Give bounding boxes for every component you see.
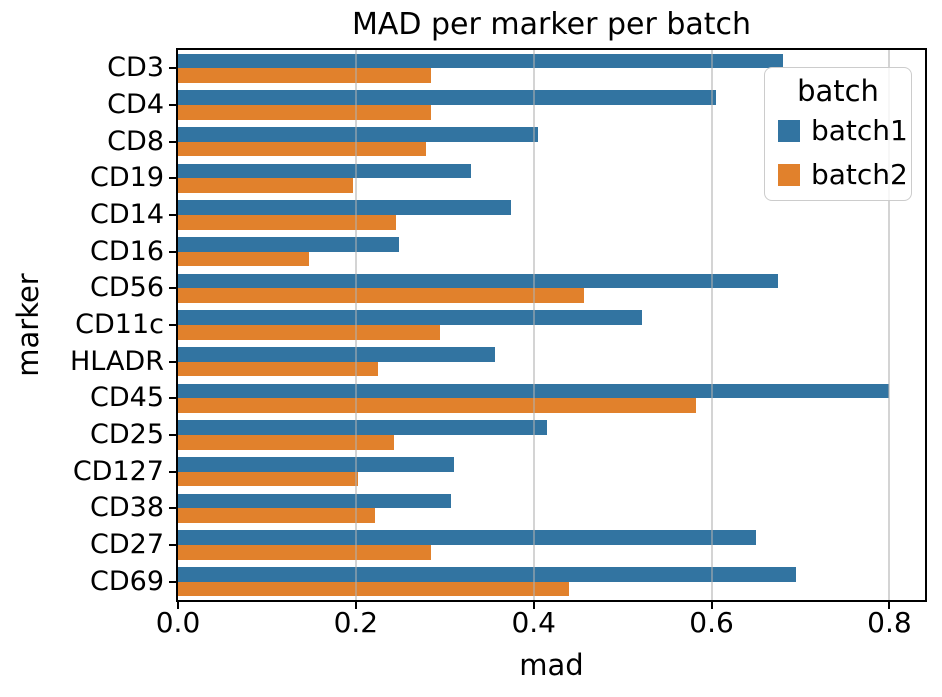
x-tick-label-0.6: 0.6 xyxy=(689,606,734,639)
bar-batch1-CD25 xyxy=(178,420,548,435)
bar-batch2-CD3 xyxy=(178,68,432,83)
y-tick-CD38 xyxy=(169,507,178,510)
legend-label-batch1: batch1 xyxy=(811,114,908,147)
bar-batch1-CD11c xyxy=(178,310,643,325)
x-tick-0.0 xyxy=(177,600,179,609)
legend-swatch-batch1 xyxy=(778,120,800,142)
legend-entry-batch2: batch2 xyxy=(765,153,911,197)
gridline-x-0.6 xyxy=(710,50,713,600)
bar-batch2-CD19 xyxy=(178,178,354,193)
bar-batch2-HLADR xyxy=(178,361,379,377)
bar-batch2-CD38 xyxy=(178,508,375,523)
y-tick-label-CD14: CD14 xyxy=(90,199,164,230)
y-tick-label-CD19: CD19 xyxy=(90,162,164,194)
bar-batch2-CD69 xyxy=(178,581,570,597)
y-tick-CD25 xyxy=(169,434,178,436)
y-tick-label-CD3: CD3 xyxy=(107,52,164,84)
y-tick-label-CD38: CD38 xyxy=(90,492,164,524)
legend-swatch-batch2 xyxy=(778,164,800,186)
bar-batch1-CD16 xyxy=(178,237,399,252)
legend-box: batch batch1 batch2 xyxy=(764,67,912,201)
bar-batch1-CD38 xyxy=(178,493,451,509)
bar-batch2-CD45 xyxy=(178,398,696,413)
bar-batch2-CD27 xyxy=(178,545,431,560)
gridline-x-0.2 xyxy=(354,50,357,600)
bar-batch1-CD3 xyxy=(178,53,783,69)
y-tick-label-CD25: CD25 xyxy=(90,419,164,450)
y-tick-CD56 xyxy=(169,287,178,290)
y-tick-label-CD11c: CD11c xyxy=(75,309,164,340)
plot-area xyxy=(178,50,925,600)
y-tick-CD3 xyxy=(169,67,178,70)
x-tick-0.2 xyxy=(354,600,357,609)
bar-batch2-CD4 xyxy=(178,105,432,120)
y-tick-CD8 xyxy=(169,140,178,143)
y-tick-label-CD56: CD56 xyxy=(90,272,164,304)
bar-batch2-CD8 xyxy=(178,141,427,157)
y-tick-CD69 xyxy=(169,580,178,583)
y-axis-label: marker xyxy=(11,273,45,377)
bar-batch2-CD56 xyxy=(178,288,584,303)
bar-batch2-CD127 xyxy=(178,471,358,487)
y-tick-label-CD27: CD27 xyxy=(90,529,164,560)
bar-batch1-CD4 xyxy=(178,90,717,105)
y-tick-CD127 xyxy=(169,470,178,473)
bar-batch1-HLADR xyxy=(178,347,495,362)
legend-title: batch xyxy=(797,74,879,108)
x-tick-0.4 xyxy=(532,600,535,609)
bar-batch1-CD27 xyxy=(178,530,757,545)
x-tick-label-0.4: 0.4 xyxy=(511,606,556,639)
y-tick-label-CD16: CD16 xyxy=(90,235,164,267)
bar-batch2-CD11c xyxy=(178,325,441,340)
y-tick-label-CD127: CD127 xyxy=(72,455,164,487)
x-tick-label-0.2: 0.2 xyxy=(333,606,379,639)
bar-batch1-CD127 xyxy=(178,457,454,472)
bar-batch1-CD69 xyxy=(178,567,797,582)
bar-batch2-CD25 xyxy=(178,435,395,450)
bar-batch1-CD14 xyxy=(178,200,512,215)
y-tick-label-CD8: CD8 xyxy=(107,125,164,157)
gridline-x-0.4 xyxy=(532,50,535,600)
bar-batch1-CD56 xyxy=(178,273,779,289)
y-tick-CD27 xyxy=(169,544,178,546)
bar-batch2-CD16 xyxy=(178,251,309,267)
y-tick-label-CD69: CD69 xyxy=(90,565,164,597)
legend-entry-batch1: batch1 xyxy=(765,109,911,153)
chart-title: MAD per marker per batch xyxy=(351,7,752,42)
x-axis-label: mad xyxy=(519,648,584,682)
y-tick-CD14 xyxy=(169,214,178,216)
y-tick-CD16 xyxy=(169,250,178,253)
y-tick-CD11c xyxy=(169,324,178,326)
y-tick-HLADR xyxy=(169,360,178,363)
bar-batch1-CD19 xyxy=(178,163,472,179)
y-tick-label-CD45: CD45 xyxy=(90,382,164,414)
legend-label-batch2: batch2 xyxy=(811,158,908,191)
x-tick-label-0.0: 0.0 xyxy=(155,606,201,639)
y-tick-label-HLADR: HLADR xyxy=(70,345,164,377)
y-tick-CD4 xyxy=(169,104,178,106)
y-tick-CD19 xyxy=(169,177,178,180)
x-tick-0.8 xyxy=(888,600,891,609)
y-tick-label-CD4: CD4 xyxy=(107,89,164,120)
bar-batch2-CD14 xyxy=(178,215,396,230)
y-tick-CD45 xyxy=(169,397,178,400)
bar-batch1-CD8 xyxy=(178,127,539,142)
x-tick-label-0.8: 0.8 xyxy=(867,606,912,639)
x-tick-0.6 xyxy=(710,600,713,609)
gridline-x-0.8 xyxy=(888,50,891,600)
